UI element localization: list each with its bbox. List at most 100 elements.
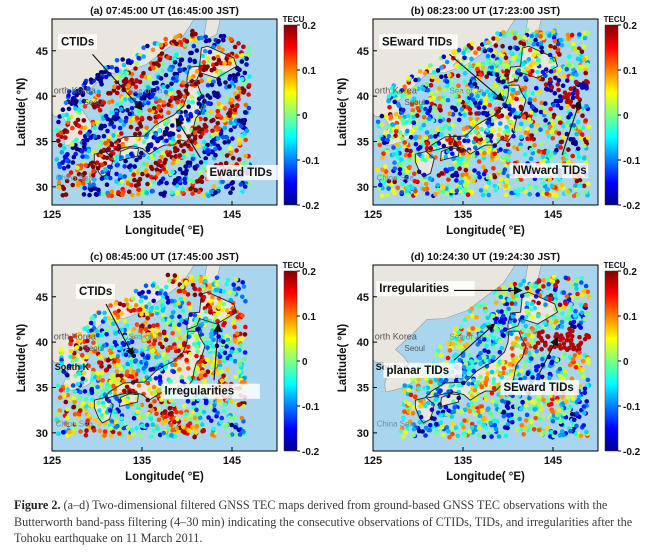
y-axis-label: Latitude( °N) (337, 78, 349, 147)
tec-point (229, 422, 234, 428)
tec-point (473, 88, 479, 93)
tec-point (485, 315, 491, 321)
annotation-label: Irregularities (165, 386, 235, 398)
tec-point (68, 341, 73, 347)
tec-point (515, 57, 521, 63)
tec-point (166, 317, 172, 323)
tec-point (491, 336, 497, 341)
tec-point (549, 183, 555, 188)
tec-point (129, 374, 135, 379)
tec-point (182, 296, 187, 301)
tec-point (91, 98, 96, 104)
tec-point (435, 187, 441, 193)
tec-point (157, 375, 163, 381)
tec-point (236, 137, 242, 142)
y-tick-label: 45 (36, 46, 48, 58)
tec-point (188, 351, 193, 357)
tec-point (502, 33, 507, 39)
tec-point (70, 125, 75, 131)
tec-point (100, 70, 106, 75)
tec-point (526, 57, 532, 62)
tec-point (113, 379, 118, 385)
tec-point (98, 79, 104, 85)
tec-point (491, 36, 496, 41)
tec-point (78, 338, 83, 343)
tec-point (578, 54, 584, 59)
tec-point (459, 156, 464, 162)
kyushu-coast (414, 151, 435, 178)
tec-point (506, 119, 512, 124)
tec-point (56, 184, 62, 190)
tec-point (109, 419, 115, 424)
tec-point (181, 148, 186, 154)
tec-point (91, 182, 96, 187)
tec-point (443, 154, 449, 160)
tec-point (236, 67, 241, 72)
tec-point (193, 320, 198, 325)
tec-point (212, 359, 217, 364)
tec-point (91, 340, 96, 346)
tec-point (161, 312, 166, 318)
tec-point (197, 129, 202, 134)
tec-point (583, 79, 589, 84)
tec-point (72, 333, 78, 339)
tec-point (217, 359, 222, 365)
tec-point (206, 193, 211, 199)
map-label-china-sea: China Sea (56, 420, 94, 429)
tec-point (140, 191, 145, 197)
tec-point (569, 411, 575, 417)
tec-point (211, 184, 217, 189)
tec-point (104, 182, 110, 187)
tec-point (89, 316, 94, 321)
tec-point (524, 308, 529, 314)
tec-point (578, 183, 583, 188)
tec-point (492, 183, 498, 189)
tec-point (167, 411, 173, 417)
tec-point (558, 37, 564, 43)
tec-point (580, 367, 585, 372)
tec-point (177, 62, 183, 67)
tec-point (221, 339, 226, 345)
tec-point (456, 47, 462, 53)
tec-point (120, 192, 125, 197)
tec-point (239, 415, 245, 421)
tec-point (196, 178, 202, 184)
tec-point (459, 107, 465, 112)
annotation-arrow (92, 54, 143, 111)
tec-point (407, 158, 413, 164)
tec-point (478, 188, 484, 193)
tec-point (154, 123, 159, 128)
tec-point (240, 189, 245, 194)
tec-point (237, 432, 243, 437)
tec-point (522, 94, 528, 99)
tec-point (534, 122, 539, 128)
colorbar-tick-label: -0.2 (302, 201, 320, 212)
annotation-label: CTIDs (79, 286, 112, 298)
colorbar-tick-label: 0 (302, 357, 308, 368)
tec-point (567, 307, 572, 313)
tec-point (421, 115, 427, 120)
tec-point (59, 357, 64, 363)
tec-point (584, 62, 590, 67)
tec-point (172, 434, 178, 439)
tec-point (175, 176, 181, 181)
tec-point (212, 313, 218, 318)
tec-point (190, 179, 196, 184)
tec-point (413, 77, 418, 83)
tec-point (529, 419, 534, 425)
tec-point (582, 316, 587, 322)
tec-point (141, 391, 146, 397)
tec-point (486, 349, 491, 355)
tec-point (493, 43, 499, 48)
tec-point (225, 355, 231, 361)
tec-point (175, 109, 181, 115)
tec-point (535, 69, 540, 75)
tec-point (382, 140, 387, 145)
tec-point (114, 111, 119, 117)
tec-point (157, 57, 163, 63)
tec-point (66, 364, 72, 369)
tec-point (180, 424, 186, 430)
tec-point (127, 111, 133, 117)
tec-point (402, 409, 407, 414)
